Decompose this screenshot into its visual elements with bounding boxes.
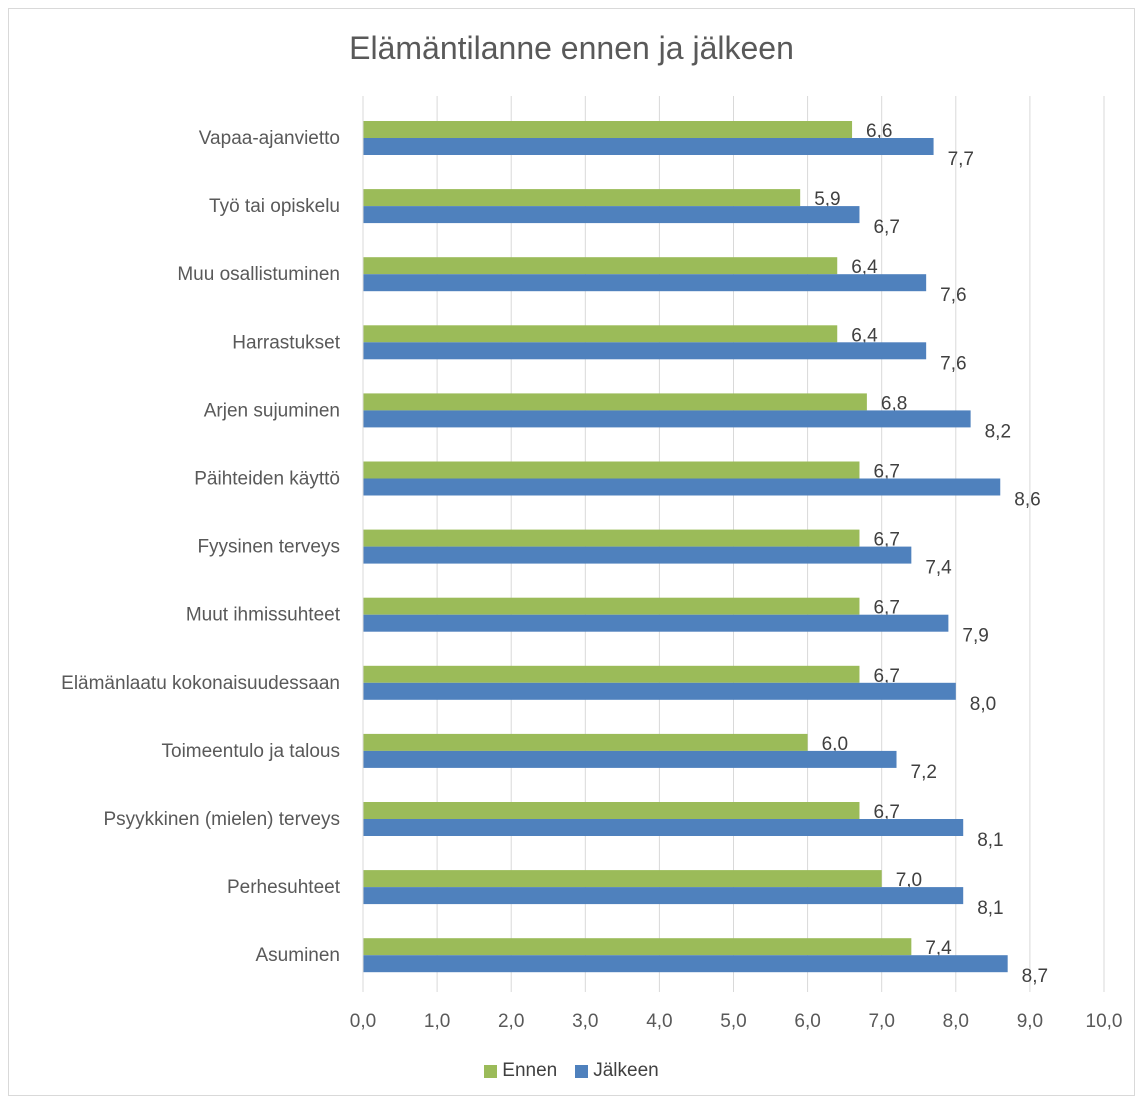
x-tick-label: 2,0 — [498, 1011, 524, 1032]
x-tick-label: 9,0 — [1017, 1011, 1043, 1032]
data-label: 7,6 — [940, 285, 966, 306]
bar-ennen — [363, 870, 882, 888]
legend-swatch-ennen — [484, 1064, 498, 1078]
legend-label-jalkeen: Jälkeen — [593, 1060, 659, 1081]
category-label: Fyysinen terveys — [197, 537, 340, 558]
bar-ennen — [363, 938, 912, 956]
chart-title: Elämäntilanne ennen ja jälkeen — [349, 30, 794, 66]
data-label: 6,7 — [873, 598, 899, 619]
category-label: Päihteiden käyttö — [194, 469, 340, 490]
bar-jalkeen — [363, 478, 1001, 496]
x-tick-label: 0,0 — [350, 1011, 376, 1032]
category-label: Vapaa-ajanvietto — [199, 128, 340, 149]
bar-jalkeen — [363, 138, 934, 155]
bar-jalkeen — [363, 410, 971, 428]
category-label: Muu osallistuminen — [177, 264, 340, 285]
x-tick-label: 1,0 — [424, 1011, 450, 1032]
category-label: Arjen sujuminen — [204, 400, 340, 421]
data-label: 7,6 — [940, 353, 966, 374]
data-label: 6,4 — [851, 325, 878, 346]
legend-item-jalkeen: Jälkeen — [575, 1060, 659, 1082]
data-label: 8,2 — [985, 421, 1011, 442]
data-label: 7,4 — [925, 558, 952, 579]
x-tick-label: 6,0 — [794, 1011, 820, 1032]
x-tick-label: 4,0 — [646, 1011, 672, 1032]
category-label: Työ tai opiskelu — [209, 196, 340, 217]
data-label: 7,0 — [896, 870, 922, 891]
x-tick-label: 8,0 — [943, 1011, 969, 1032]
bar-jalkeen — [363, 819, 964, 836]
data-label: 8,1 — [977, 898, 1003, 919]
bar-jalkeen — [363, 682, 956, 700]
bar-ennen — [363, 325, 838, 343]
data-label: 7,4 — [925, 938, 952, 959]
legend-label-ennen: Ennen — [502, 1060, 558, 1081]
data-label: 7,9 — [962, 626, 988, 647]
x-tick-label: 7,0 — [868, 1011, 894, 1032]
data-label: 7,7 — [948, 149, 974, 170]
data-label: 8,6 — [1014, 490, 1040, 511]
data-label: 6,6 — [866, 121, 892, 142]
data-label: 6,7 — [873, 217, 899, 238]
bar-jalkeen — [363, 546, 912, 564]
x-tick-label: 10,0 — [1086, 1011, 1123, 1032]
data-label: 6,8 — [881, 393, 907, 414]
data-label: 8,1 — [977, 830, 1003, 851]
x-tick-label: 5,0 — [720, 1011, 746, 1032]
data-label: 7,2 — [911, 762, 937, 783]
category-label: Psyykkinen (mielen) terveys — [103, 809, 340, 830]
category-label: Elämänlaatu kokonaisuudessaan — [61, 673, 340, 694]
category-label: Asuminen — [256, 945, 341, 966]
legend-swatch-jalkeen — [575, 1064, 589, 1078]
bar-ennen — [363, 665, 860, 683]
data-label: 6,7 — [873, 530, 899, 551]
bar-jalkeen — [363, 614, 949, 632]
bar-jalkeen — [363, 750, 897, 768]
bar-ennen — [363, 802, 860, 819]
bar-jalkeen — [363, 887, 964, 905]
bar-ennen — [363, 121, 853, 138]
bar-jalkeen — [363, 955, 1008, 973]
data-label: 8,7 — [1022, 966, 1048, 987]
bar-ennen — [363, 733, 808, 751]
category-label: Toimeentulo ja talous — [162, 741, 341, 762]
category-label: Muut ihmissuhteet — [186, 605, 341, 626]
legend: Ennen Jälkeen — [0, 1060, 1143, 1082]
data-label: 6,7 — [873, 666, 899, 687]
legend-item-ennen: Ennen — [484, 1060, 557, 1082]
bar-ennen — [363, 257, 838, 275]
category-label: Harrastukset — [232, 332, 340, 353]
x-tick-label: 3,0 — [572, 1011, 598, 1032]
data-label: 5,9 — [814, 189, 840, 210]
bar-ennen — [363, 529, 860, 547]
data-label: 6,7 — [873, 802, 899, 823]
data-label: 6,7 — [873, 462, 899, 483]
data-label: 6,0 — [822, 734, 848, 755]
bar-jalkeen — [363, 206, 860, 224]
bar-ennen — [363, 461, 860, 479]
data-label: 8,0 — [970, 694, 996, 715]
bar-jalkeen — [363, 274, 927, 292]
bar-ennen — [363, 597, 860, 615]
bar-jalkeen — [363, 342, 927, 360]
data-label: 6,4 — [851, 257, 878, 278]
bar-ennen — [363, 393, 867, 411]
bar-ennen — [363, 189, 801, 207]
category-label: Perhesuhteet — [227, 877, 341, 898]
